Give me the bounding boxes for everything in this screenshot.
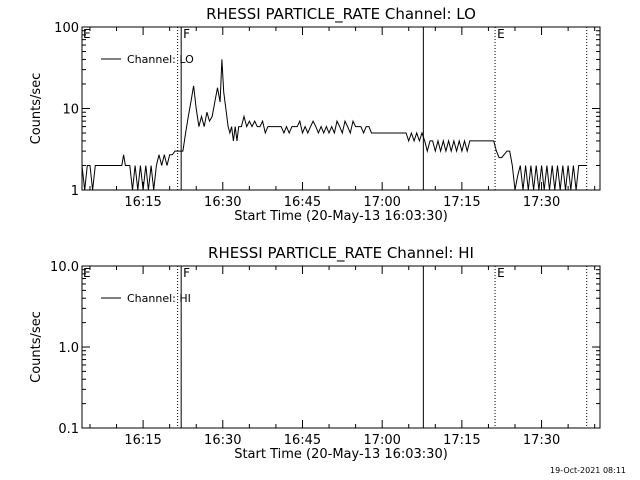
x-tick-label: 17:30 bbox=[523, 433, 560, 448]
plot-panel-hi: RHESSI PARTICLE_RATE Channel: HI 16:15 16:… bbox=[29, 244, 601, 462]
plot-frame bbox=[81, 26, 601, 191]
x-tick-label: 16:45 bbox=[284, 195, 321, 210]
event-marker-label: F bbox=[183, 27, 190, 41]
x-tick-label: 16:45 bbox=[284, 433, 321, 448]
series-line-lo bbox=[81, 59, 587, 191]
chart-title: RHESSI PARTICLE_RATE Channel: HI bbox=[208, 244, 474, 263]
x-tick-label: 17:15 bbox=[443, 195, 480, 210]
event-marker-label: E bbox=[497, 27, 505, 41]
x-axis-label: Start Time (20-May-13 16:03:30) bbox=[234, 447, 448, 462]
x-tick-label: 16:15 bbox=[124, 195, 161, 210]
x-tick-label: 17:30 bbox=[523, 195, 560, 210]
y-tick-label: 10.0 bbox=[50, 260, 79, 275]
event-marker-label: E bbox=[83, 27, 91, 41]
x-tick-label: 17:00 bbox=[363, 433, 400, 448]
x-axis-label: Start Time (20-May-13 16:03:30) bbox=[234, 209, 448, 224]
y-axis-label: Counts/sec bbox=[29, 311, 44, 383]
chart-title: RHESSI PARTICLE_RATE Channel: LO bbox=[206, 5, 476, 24]
event-marker-label: E bbox=[497, 266, 505, 280]
legend-label: Channel: LO bbox=[127, 53, 194, 66]
y-axis-label: Counts/sec bbox=[29, 73, 44, 145]
event-marker-label: F bbox=[183, 266, 190, 280]
event-marker-label: E bbox=[83, 266, 91, 280]
y-tick-label: 100 bbox=[54, 21, 79, 36]
plot-frame bbox=[81, 265, 601, 429]
plot-panel-lo: RHESSI PARTICLE_RATE Channel: LO 16:15 16:… bbox=[29, 5, 601, 224]
x-tick-label: 17:00 bbox=[363, 195, 400, 210]
x-tick-label: 16:15 bbox=[124, 433, 161, 448]
y-tick-label: 1.0 bbox=[58, 341, 79, 356]
x-tick-label: 16:30 bbox=[204, 195, 241, 210]
x-tick-label: 17:15 bbox=[443, 433, 480, 448]
y-tick-label: 0.1 bbox=[58, 422, 79, 437]
y-tick-label: 1 bbox=[71, 184, 79, 199]
legend-label: Channel: HI bbox=[127, 292, 191, 305]
x-tick-label: 16:30 bbox=[204, 433, 241, 448]
y-tick-label: 10 bbox=[62, 103, 79, 118]
timestamp-label: 19-Oct-2021 08:11 bbox=[550, 466, 626, 475]
